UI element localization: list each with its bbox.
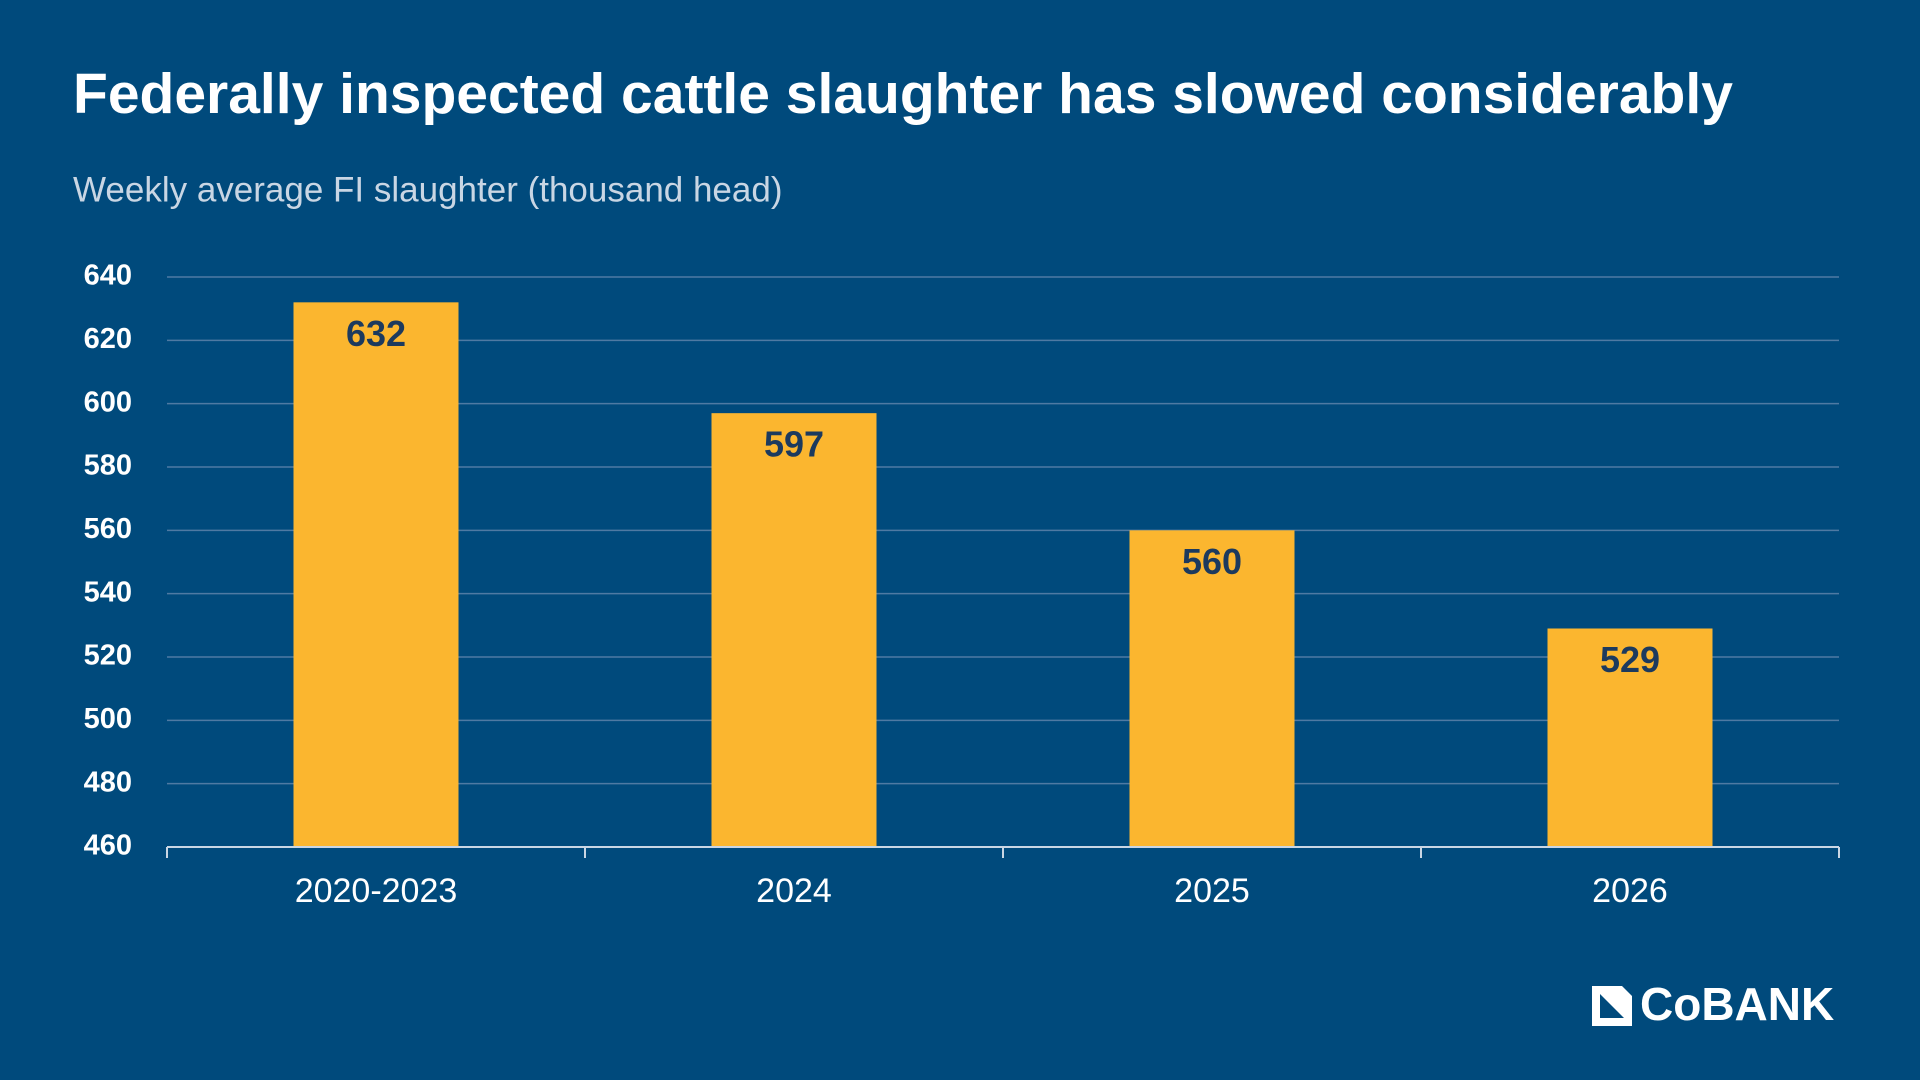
x-tick-label: 2026 — [1592, 872, 1668, 910]
bar — [293, 302, 459, 847]
y-tick-label: 480 — [84, 766, 132, 798]
y-tick-label: 520 — [84, 640, 132, 672]
chart-subtitle: Weekly average FI slaughter (thousand he… — [73, 170, 783, 209]
y-tick-label: 600 — [84, 386, 132, 418]
y-tick-label: 640 — [84, 260, 132, 292]
value-label: 597 — [764, 424, 824, 465]
x-tick-label: 2024 — [756, 872, 832, 910]
y-tick-label: 540 — [84, 576, 132, 608]
value-label: 560 — [1182, 541, 1242, 582]
logo-text: CoBANK — [1640, 978, 1834, 1030]
bar — [1547, 628, 1713, 847]
chart-title: Federally inspected cattle slaughter has… — [73, 62, 1733, 126]
value-label: 529 — [1600, 639, 1660, 680]
x-tick-label: 2020-2023 — [295, 872, 458, 910]
bar — [711, 413, 877, 847]
logo: CoBANK — [1592, 978, 1834, 1030]
bar — [1129, 530, 1295, 847]
y-tick-label: 620 — [84, 323, 132, 355]
logo-icon — [1592, 986, 1632, 1026]
y-tick-label: 580 — [84, 450, 132, 482]
y-tick-label: 560 — [84, 513, 132, 545]
y-tick-label: 500 — [84, 703, 132, 735]
x-tick-label: 2025 — [1174, 872, 1250, 910]
value-label: 632 — [346, 313, 406, 354]
y-tick-label: 460 — [84, 830, 132, 862]
